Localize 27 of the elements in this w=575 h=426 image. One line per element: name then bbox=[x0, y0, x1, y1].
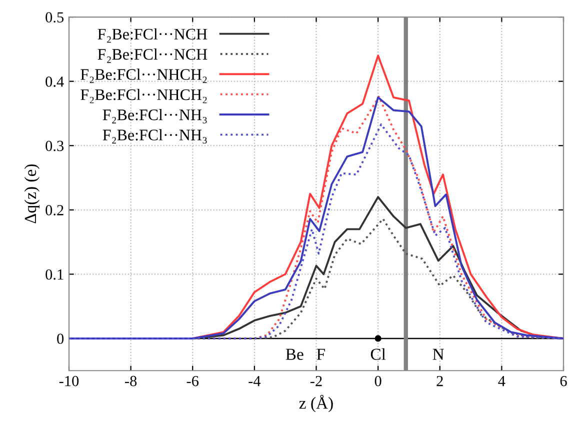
annotation: N bbox=[432, 348, 444, 360]
x-tick-label: -2 bbox=[310, 376, 322, 386]
x-tick-label: 2 bbox=[436, 376, 443, 386]
legend-label: F₂Be:FCl···NCH bbox=[98, 28, 208, 43]
legend-label: F₂Be:FCl···NH₃ bbox=[102, 129, 207, 144]
x-tick-label: -10 bbox=[59, 376, 79, 386]
annotation: Cl bbox=[370, 348, 386, 360]
y-tick-label: 0 bbox=[57, 334, 64, 344]
legend-label: F₂Be:FCl···NH₃ bbox=[102, 109, 207, 124]
legend-label: F₂Be:FCl···NHCH₂ bbox=[80, 68, 207, 83]
y-tick-label: 0.2 bbox=[46, 205, 64, 216]
y-axis-title: Δq(z) (e) bbox=[24, 164, 40, 224]
x-tick-label: -4 bbox=[248, 376, 261, 386]
annotation: Be bbox=[286, 348, 304, 360]
y-tick-label: 0.3 bbox=[46, 140, 64, 152]
x-tick-label: -8 bbox=[125, 376, 137, 386]
y-tick-label: 0.5 bbox=[46, 12, 64, 23]
x-tick-label: -6 bbox=[186, 376, 199, 386]
y-tick-label: 0.4 bbox=[46, 76, 64, 87]
legend-label: F₂Be:FCl···NCH bbox=[98, 48, 208, 63]
annotation: F bbox=[316, 348, 325, 360]
x-tick-label: 0 bbox=[374, 376, 382, 386]
y-tick-label: 0.1 bbox=[46, 269, 64, 280]
legend-label: F₂Be:FCl···NHCH₂ bbox=[80, 88, 207, 104]
x-tick-label: 4 bbox=[498, 376, 506, 386]
x-tick-label: 6 bbox=[560, 376, 567, 386]
x-axis-title: z (Å) bbox=[299, 394, 333, 412]
